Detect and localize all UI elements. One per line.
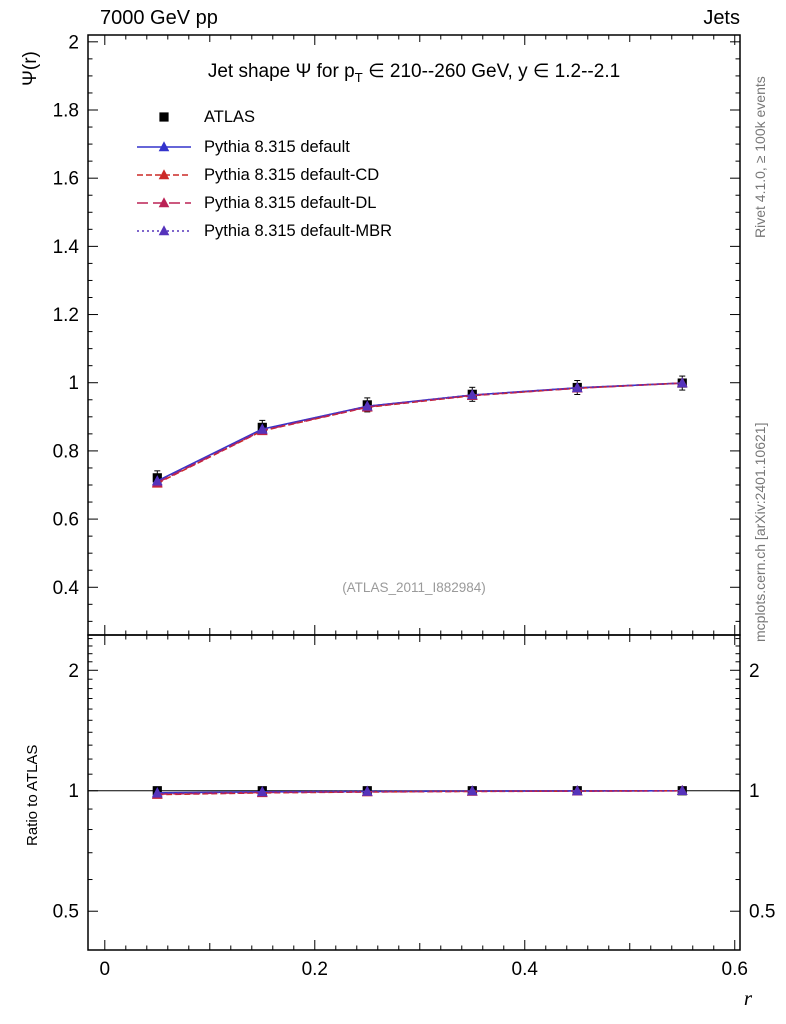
series-pythia-8-315-default-mbr xyxy=(151,377,688,798)
svg-text:2: 2 xyxy=(68,661,79,682)
legend-marker-glyph xyxy=(159,112,169,122)
legend-marker-atlas xyxy=(136,109,192,125)
svg-text:0.2: 0.2 xyxy=(302,959,328,980)
svg-text:0.6: 0.6 xyxy=(53,510,79,531)
legend: ATLAS Pythia 8.315 default Pythia 8.315 … xyxy=(136,101,392,245)
header-beam-energy: 7000 GeV pp xyxy=(100,7,218,29)
legend-marker-pythia-default-dl xyxy=(136,195,192,211)
plot-title-post: ∈ 210--260 GeV, y ∈ 1.2--2.1 xyxy=(362,61,621,82)
rivet-version-caption: Rivet 4.1.0, ≥ 100k events xyxy=(752,76,768,238)
legend-label-pythia-default-mbr: Pythia 8.315 default-MBR xyxy=(204,221,393,240)
legend-marker-pythia-default-mbr xyxy=(136,223,192,239)
svg-text:2: 2 xyxy=(749,661,760,682)
svg-text:1.6: 1.6 xyxy=(53,169,79,190)
legend-marker-pythia-default-cd xyxy=(136,167,192,183)
svg-text:0.5: 0.5 xyxy=(53,902,79,923)
ratio-panel-frame xyxy=(87,634,741,951)
svg-text:1.4: 1.4 xyxy=(53,237,80,258)
legend-marker-glyph xyxy=(137,197,191,208)
legend-label-atlas: ATLAS xyxy=(204,107,256,126)
svg-text:2: 2 xyxy=(68,32,79,53)
legend-item-pythia-default-cd: Pythia 8.315 default-CD xyxy=(136,161,392,189)
legend-item-pythia-default-dl: Pythia 8.315 default-DL xyxy=(136,189,392,217)
svg-text:1.8: 1.8 xyxy=(53,101,79,122)
plot-title-pre: Jet shape Ψ for p xyxy=(207,61,355,82)
svg-text:1: 1 xyxy=(68,373,79,394)
y-axis-label-main: Ψ(r) xyxy=(20,51,41,86)
svg-text:1.2: 1.2 xyxy=(53,305,79,326)
legend-item-atlas: ATLAS xyxy=(136,101,392,133)
legend-label-pythia-default-dl: Pythia 8.315 default-DL xyxy=(204,193,377,212)
legend-marker-glyph xyxy=(137,225,191,236)
plot-title: Jet shape Ψ for pT ∈ 210--260 GeV, y ∈ 1… xyxy=(88,60,740,85)
legend-marker-glyph xyxy=(137,141,191,152)
svg-text:0.4: 0.4 xyxy=(53,578,80,599)
legend-item-pythia-default-mbr: Pythia 8.315 default-MBR xyxy=(136,217,392,245)
legend-label-pythia-default: Pythia 8.315 default xyxy=(204,137,350,156)
y-axis-label-ratio: Ratio to ATLAS xyxy=(24,744,41,846)
svg-text:1: 1 xyxy=(68,781,79,802)
axis-ticks xyxy=(88,35,740,951)
x-axis-label: r xyxy=(743,986,752,1010)
plot-title-subscript: T xyxy=(354,69,363,85)
svg-text:0: 0 xyxy=(100,959,111,980)
legend-marker-glyph xyxy=(137,169,191,180)
svg-text:0.5: 0.5 xyxy=(749,902,775,923)
analysis-id-watermark: (ATLAS_2011_I882984) xyxy=(342,580,486,595)
svg-text:0.8: 0.8 xyxy=(53,441,79,462)
header-analysis-group: Jets xyxy=(703,7,740,29)
svg-text:1: 1 xyxy=(749,781,760,802)
mcplots-caption: mcplots.cern.ch [arXiv:2401.10621] xyxy=(752,422,768,642)
svg-text:0.6: 0.6 xyxy=(722,959,748,980)
svg-text:0.4: 0.4 xyxy=(512,959,539,980)
tick-labels: 0.4 0.6 0.8 1 1.2 1.4 1.6 1.8 2 0.5 0.5 1 1 2 2 0 0.2 0.4… xyxy=(53,32,776,980)
legend-item-pythia-default: Pythia 8.315 default xyxy=(136,133,392,161)
legend-label-pythia-default-cd: Pythia 8.315 default-CD xyxy=(204,165,380,184)
legend-marker-pythia-default xyxy=(136,139,192,155)
